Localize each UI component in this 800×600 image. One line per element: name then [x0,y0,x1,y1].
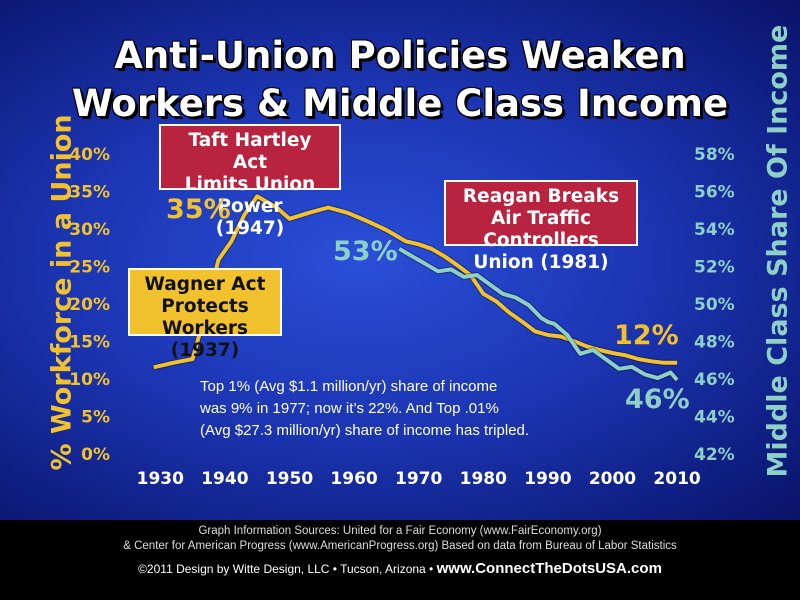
right-tick-label: 58% [694,145,735,165]
taft-line3: (1947) [215,218,285,239]
left-axis-label: % Workforce in a Union [46,114,78,471]
left-tick-label: 40% [69,145,110,165]
sources-line2: & Center for American Progress (www.Amer… [123,540,677,552]
left-tick-label: 5% [81,408,110,428]
x-tick-label: 1980 [460,469,507,489]
credit-text: ©2011 Design by Witte Design, LLC • Tucs… [138,562,434,576]
website-link[interactable]: www.ConnectTheDotsUSA.com [436,560,662,577]
left-tick-label: 10% [69,370,110,390]
note-line2: was 9% in 1977; now it’s 22%. And Top .0… [200,400,499,417]
note-line3: (Avg $27.3 million/yr) share of income h… [200,422,530,439]
end-union-label: 12% [614,320,679,351]
right-tick-label: 42% [694,445,735,465]
wagner-box: Wagner Act Protects Workers (1937) [128,268,282,361]
end-middle-label: 46% [625,384,690,415]
left-tick-label: 15% [69,333,110,353]
x-tick-label: 1940 [201,469,248,489]
x-tick-label: 2010 [653,469,700,489]
left-tick-label: 0% [81,445,110,465]
right-axis-label: Middle Class Share Of Income [762,24,794,478]
taft-line1: Taft Hartley Act [188,130,312,173]
line-chart: 0%5%10%15%20%25%30%35%40% 42%44%46%48%50… [69,145,735,489]
right-tick-label: 44% [694,408,735,428]
right-tick-label: 50% [694,295,735,315]
left-tick-label: 25% [69,258,110,278]
credit-line: ©2011 Design by Witte Design, LLC • Tucs… [0,560,800,577]
right-tick-label: 56% [694,183,735,203]
wagner-line3: (1937) [170,340,240,361]
left-tick-label: 20% [69,295,110,315]
wagner-line2: Protects Workers [161,296,249,339]
wagner-line1: Wagner Act [144,274,266,295]
left-tick-label: 35% [69,183,110,203]
note-line1: Top 1% (Avg $1.1 million/yr) share of in… [200,378,498,395]
reagan-line1: Reagan Breaks [462,186,620,207]
reagan-line3: Union (1981) [473,252,609,273]
x-tick-label: 1950 [266,469,313,489]
middle-class-share-line [398,247,679,382]
reagan-box: Reagan Breaks Air Traffic Controllers Un… [444,180,638,273]
footer: Graph Information Sources: United for a … [0,520,800,600]
chart-panel: Anti-Union Policies Weaken Workers & Mid… [0,0,800,520]
peak-union-label: 35% [166,194,231,225]
union-membership-line [153,194,678,370]
x-tick-label: 1960 [330,469,377,489]
x-tick-label: 1970 [395,469,442,489]
right-tick-label: 46% [694,370,735,390]
right-tick-label: 48% [694,333,735,353]
chart-title-line1: Anti-Union Policies Weaken [114,34,686,77]
taft-hartley-box: Taft Hartley Act Limits Union Power (194… [159,124,341,239]
right-tick-label: 54% [694,220,735,240]
x-tick-label: 1990 [524,469,571,489]
left-tick-label: 30% [69,220,110,240]
sources-line1: Graph Information Sources: United for a … [198,525,602,537]
x-tick-label: 1930 [137,469,184,489]
x-tick-label: 2000 [589,469,636,489]
income-note: Top 1% (Avg $1.1 million/yr) share of in… [200,376,600,442]
start-middle-label: 53% [333,236,398,267]
right-tick-label: 52% [694,258,735,278]
reagan-line2: Air Traffic Controllers [483,208,599,251]
taft-line2: Limits Union Power [184,174,316,217]
chart-title-line2: Workers & Middle Class Income [71,82,729,125]
